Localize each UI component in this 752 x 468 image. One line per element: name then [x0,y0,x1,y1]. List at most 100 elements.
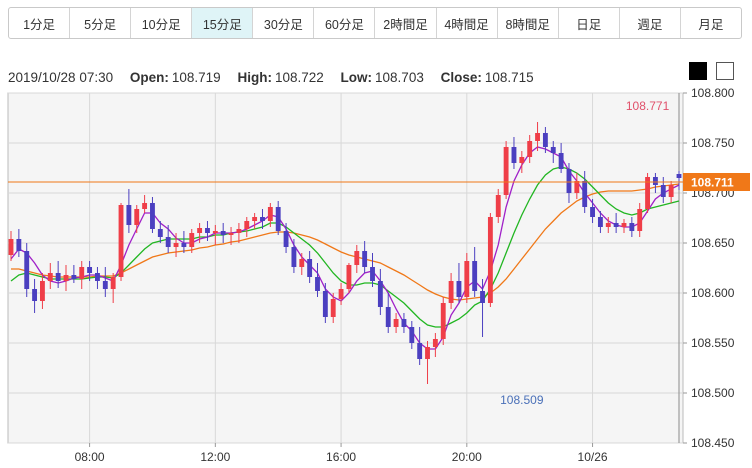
candle-body [236,229,242,233]
x-tick-label: 16:00 [326,450,356,464]
candle-body [558,153,564,169]
candle-body [275,207,281,231]
low-price-annotation: 108.509 [500,393,544,407]
candle-body [440,303,446,339]
tab-4hour[interactable]: 4時間足 [437,8,498,38]
candle-body [590,207,595,217]
candle-body [252,217,258,221]
candle-body [652,177,658,185]
ohlc-datetime: 2019/10/28 07:30 [8,70,114,85]
candle-body [660,185,666,197]
candle-body [157,229,163,237]
candle-body [24,251,30,289]
candle-body [566,169,572,193]
candle-body [87,267,93,273]
candle-body [299,259,305,267]
candle-body [95,273,100,281]
candle-body [668,185,674,197]
candle-body [645,177,651,209]
candle-body [307,259,313,277]
candle-body [432,339,438,347]
candle-body [110,277,116,289]
candle-body [409,327,415,343]
candle-body [393,319,399,327]
tab-1min[interactable]: 1分足 [9,8,71,38]
candle-body [32,289,38,301]
candle-body [205,228,210,233]
candle-body [142,203,148,209]
candle-body [315,277,320,291]
y-tick-label: 108.550 [691,336,735,350]
tab-monthly[interactable]: 月足 [698,17,724,32]
candle-body [283,231,289,247]
y-tick-label: 108.750 [691,136,735,150]
candle-body [637,209,643,231]
y-tick-label: 108.650 [691,236,735,250]
close-label: Close: [440,70,482,85]
candle-body [197,228,203,233]
y-tick-label: 108.450 [691,436,735,450]
candle-body [511,147,517,163]
low-value: 108.703 [375,70,424,85]
x-tick-label: 20:00 [452,450,482,464]
open-value: 108.719 [171,70,221,85]
y-tick-label: 108.800 [691,86,735,100]
tab-60min[interactable]: 60分足 [314,8,376,38]
candle-body [401,319,407,327]
candle-body [8,239,14,255]
candle-body [47,273,53,281]
candle-body [330,299,336,317]
candle-body [535,133,540,141]
tab-2hour[interactable]: 2時間足 [375,8,437,38]
candle-body [495,195,501,217]
candle-body [480,291,485,303]
tab-30min[interactable]: 30分足 [253,8,315,38]
high-label: High: [237,70,272,85]
close-value: 108.715 [484,70,534,85]
candle-body [173,243,179,247]
candle-body [519,157,525,163]
high-value: 108.722 [274,70,324,85]
tab-10min[interactable]: 10分足 [131,8,193,38]
candle-body [385,307,391,327]
high-price-annotation: 108.771 [626,99,670,113]
tab-weekly[interactable]: 週足 [620,8,681,38]
candle-body [55,273,61,281]
candle-body [362,251,368,267]
timeframe-tabs: 1分足 5分足 10分足 15分足 30分足 60分足 2時間足 4時間足 8時… [8,7,742,39]
tab-daily[interactable]: 日足 [559,8,620,38]
tab-8hour[interactable]: 8時間足 [498,8,559,38]
candle-body [550,147,556,153]
light-theme-button[interactable] [716,62,734,80]
x-tick-label: 08:00 [75,450,105,464]
ohlc-readout: 2019/10/28 07:30 Open: 108.719 High: 108.7… [8,70,534,85]
candle-body [676,174,682,178]
dark-theme-button[interactable] [689,62,707,80]
candle-body [322,291,328,317]
candle-body [102,281,108,289]
tab-15min[interactable]: 15分足 [192,8,254,38]
x-tick-label: 12:00 [200,450,230,464]
candle-body [244,221,250,229]
candle-body [605,223,611,227]
candle-body [338,289,344,299]
candle-body [472,261,478,291]
candle-body [456,281,462,297]
candle-body [165,237,171,247]
current-price-tag [683,173,750,191]
candle-body [425,347,430,359]
open-label: Open: [129,70,169,85]
tab-5min[interactable]: 5分足 [70,8,132,38]
candle-body [487,217,493,303]
candle-body [629,223,635,231]
candle-body [71,275,77,279]
candle-body [212,231,218,233]
x-tick-label: 10/26 [578,450,608,464]
candle-body [267,207,273,221]
candle-body [464,261,470,297]
candle-body [291,247,297,267]
candle-body [377,281,383,307]
candle-body [79,267,85,279]
candle-body [39,281,45,301]
